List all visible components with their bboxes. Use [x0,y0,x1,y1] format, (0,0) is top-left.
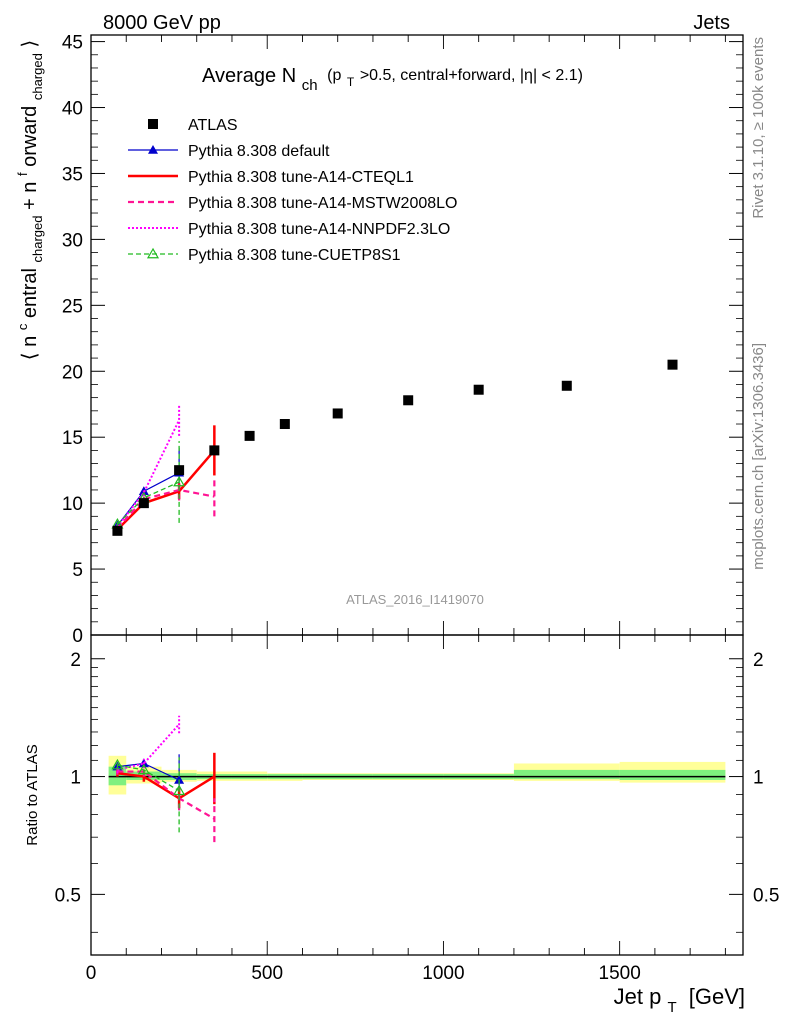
xtick-label: 500 [251,963,283,984]
main-ytick-label: 15 [62,428,83,449]
legend-cuetp8s1-label: Pythia 8.308 tune-CUETP8S1 [188,247,401,264]
ylabel-p1-sup: c [15,323,30,330]
xtick-label: 0 [86,963,97,984]
legend-atlas-marker [148,119,158,129]
legend: ATLAS Pythia 8.308 default Pythia 8.308 tu… [128,117,457,264]
ratio-mstw-line [117,770,215,820]
ratio-ytick-label-right: 2 [753,650,764,671]
ratio-cteql1-line [117,771,216,800]
ylabel-p4-sub: charged [30,53,45,100]
main-cuetp8s1-line [116,481,180,525]
title-sub: ch [302,77,318,94]
main-mstw-line [116,488,215,529]
main-atlas-point [244,430,255,441]
main-cteql1-line [116,449,216,531]
main-atlas-point [667,359,678,370]
legend-cuetp8s1-marker [146,247,160,259]
title-rest: (p [327,67,341,84]
mcplots-label: mcplots.cern.ch [arXiv:1306.3436] [750,343,767,570]
main-ytick-label: 0 [72,626,83,647]
ylabel-p3: + n [19,182,41,210]
legend-default-label: Pythia 8.308 default [188,143,330,160]
main-cuetp8s1-point [173,475,186,487]
main-atlas-point [473,384,484,395]
ylabel-p2-sub: charged [30,216,45,263]
main-atlas-point [279,419,290,430]
ylabel-p4: orward [19,106,41,167]
ylabel-p1: ⟨ n [19,336,41,360]
xtick-label: 1000 [422,963,464,984]
main-atlas-point [561,380,572,391]
xtick-label: 1500 [599,963,641,984]
main-atlas-point [332,408,343,419]
ratio-cuetp8s1-point [173,784,186,796]
legend-cteql1-label: Pythia 8.308 tune-A14-CTEQL1 [188,169,414,186]
ratio-ytick-label: 0.5 [55,885,81,906]
legend-mstw-label: Pythia 8.308 tune-A14-MSTW2008LO [188,195,457,212]
legend-nnpdf-label: Pythia 8.308 tune-A14-NNPDF2.3LO [188,221,450,238]
main-atlas-point [174,465,185,476]
main-ytick-label: 25 [62,296,83,317]
ylabel-p2: entral [19,268,41,318]
header-left-label: 8000 GeV pp [103,12,221,34]
main-ytick-label: 35 [62,164,83,185]
xlabel-sub: T [667,999,676,1016]
ratio-default-point [174,774,185,784]
ratio-panel: 0.5 0.5 1 1 2 2 0 500 1000 1500 Ratio to ATLAS [24,634,779,984]
main-atlas-point [403,395,414,406]
title-rest-sub: T [347,75,355,89]
title-main: Average N [202,65,296,87]
main-ytick-label: 40 [62,99,83,120]
main-ytick-label: 30 [62,230,83,251]
ratio-nnpdf-line [117,723,180,771]
ratio-ylabel: Ratio to ATLAS [24,744,41,845]
main-atlas-point [209,445,220,456]
header-right-label: Jets [693,12,730,34]
ratio-ytick-label: 1 [70,768,81,789]
main-title: Average N ch (p T >0.5, central+forward,… [202,63,583,95]
ratio-cuetp8s1-point [137,763,150,775]
analysis-watermark: ATLAS_2016_I1419070 [346,592,484,607]
ratio-band-inner [619,769,726,780]
ratio-band-inner [513,769,620,780]
rivet-version-label: Rivet 3.1.10, ≥ 100k events [750,37,767,219]
ylabel-p5: ⟩ [19,40,41,48]
ratio-ytick-label-right: 0.5 [753,885,779,906]
xlabel-unit: [GeV] [689,984,745,1009]
title-rest2: >0.5, central+forward, |η| < 2.1) [360,67,583,84]
main-nnpdf-line [116,419,181,528]
legend-default-marker [148,145,158,154]
ratio-ytick-label: 2 [70,650,81,671]
main-ytick-label: 5 [72,560,83,581]
x-axis-label: Jet p T [GeV] [614,984,745,1017]
ylabel-p3-sup: f [15,172,30,176]
main-ytick-label: 20 [62,362,83,383]
legend-atlas-label: ATLAS [188,117,238,134]
ratio-frame [90,634,744,956]
main-atlas-point [112,525,123,536]
main-ytick-label: 45 [62,33,83,54]
main-atlas-point [138,498,149,509]
main-panel: 0 5 10 15 20 25 30 35 40 45 Average N ch (p T >0.… [10,33,744,647]
ratio-cuetp8s1-point [111,758,124,770]
xlabel-main: Jet p [614,984,662,1009]
main-ylabel: ⟨ n c entral charged + n f orward charge… [10,40,47,360]
ratio-ytick-label-right: 1 [753,768,764,789]
main-ytick-label: 10 [62,494,83,515]
